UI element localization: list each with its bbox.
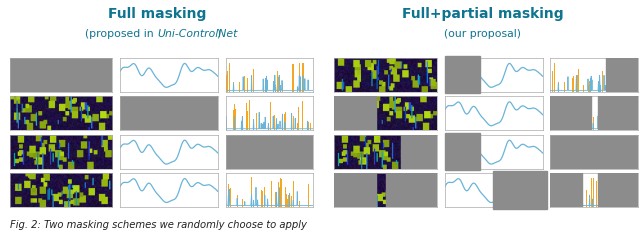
Bar <box>401 135 442 169</box>
Bar <box>334 173 376 207</box>
Text: Full+partial masking: Full+partial masking <box>401 7 563 21</box>
Text: Fig. 2: Two masking schemes we randomly choose to apply: Fig. 2: Two masking schemes we randomly … <box>10 220 307 230</box>
Text: Uni-ControlNet: Uni-ControlNet <box>157 29 238 39</box>
Text: ): ) <box>216 29 221 39</box>
Bar <box>493 171 547 209</box>
Bar <box>334 96 376 130</box>
Bar <box>550 95 591 132</box>
Bar <box>598 171 640 209</box>
Bar <box>386 173 442 207</box>
Bar <box>445 56 480 94</box>
Text: (our proposal): (our proposal) <box>444 29 521 39</box>
Text: (proposed in: (proposed in <box>86 29 157 39</box>
Bar <box>445 133 480 170</box>
Bar <box>598 95 640 132</box>
Bar <box>607 56 640 94</box>
Bar <box>550 171 582 209</box>
Text: Full masking: Full masking <box>108 7 207 21</box>
